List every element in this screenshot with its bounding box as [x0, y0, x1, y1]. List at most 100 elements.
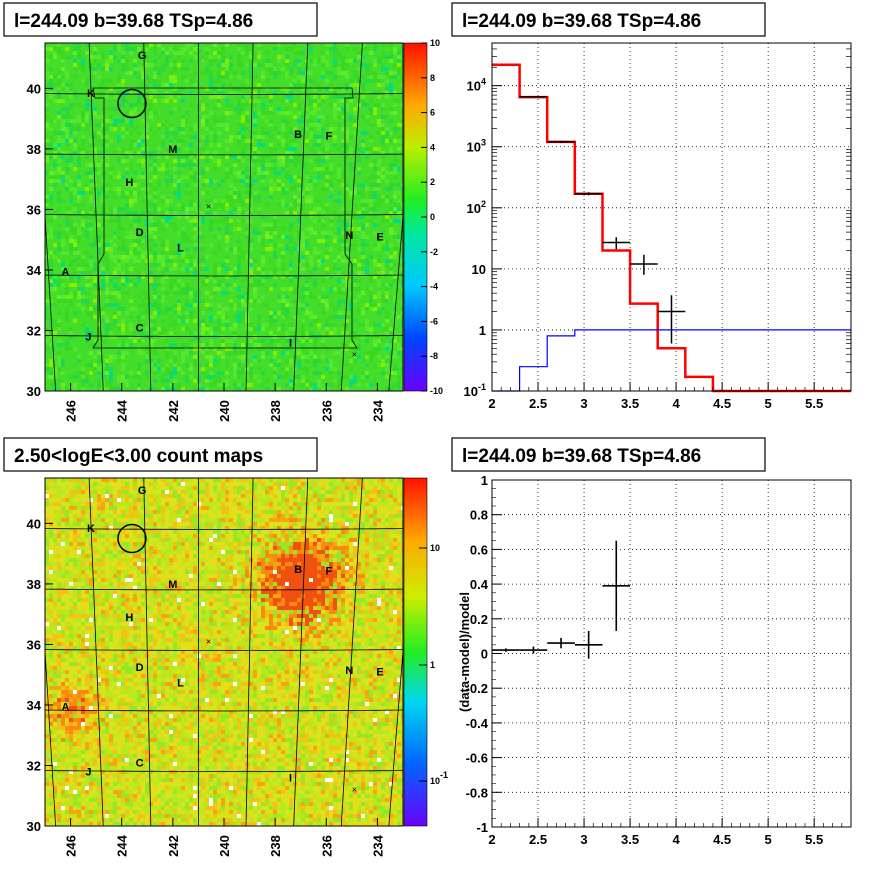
map-pixel: [401, 311, 403, 315]
map-pixel: [213, 87, 217, 91]
map-pixel: [65, 542, 69, 546]
map-pixel: [245, 199, 249, 203]
map-pixel: [281, 315, 285, 319]
map-pixel: [281, 375, 285, 379]
map-pixel: [265, 131, 269, 135]
map-pixel: [81, 622, 85, 626]
map-pixel: [209, 327, 213, 331]
map-pixel: [129, 215, 133, 219]
map-pixel: [49, 570, 53, 574]
map-pixel: [89, 363, 93, 367]
map-pixel: [53, 766, 57, 770]
map-pixel: [73, 598, 77, 602]
map-pixel: [197, 235, 201, 239]
map-pixel: [385, 283, 389, 287]
map-pixel: [49, 271, 53, 275]
map-pixel: [289, 327, 293, 331]
map-pixel: [373, 47, 377, 51]
map-pixel: [245, 139, 249, 143]
y-tick-label: 38: [27, 142, 41, 157]
map-pixel: [329, 183, 333, 187]
map-pixel: [57, 638, 61, 642]
map-pixel: [381, 299, 385, 303]
map-pixel: [257, 135, 261, 139]
map-pixel: [353, 319, 357, 323]
map-pixel: [53, 586, 57, 590]
map-pixel: [237, 143, 241, 147]
map-pixel: [137, 95, 141, 99]
map-pixel: [85, 806, 89, 810]
map-pixel: [45, 75, 49, 79]
map-pixel: [345, 75, 349, 79]
map-pixel: [225, 283, 229, 287]
map-pixel: [45, 742, 49, 746]
map-pixel: [57, 502, 61, 506]
map-pixel: [101, 51, 105, 55]
map-pixel: [169, 251, 173, 255]
map-pixel: [69, 570, 73, 574]
map-pixel: [73, 167, 77, 171]
map-pixel: [141, 103, 145, 107]
map-pixel: [165, 155, 169, 159]
map-pixel: [81, 666, 85, 670]
map-pixel: [89, 59, 93, 63]
map-pixel: [81, 211, 85, 215]
map-pixel: [121, 339, 125, 343]
map-pixel: [57, 498, 61, 502]
map-pixel: [105, 303, 109, 307]
map-pixel: [85, 510, 89, 514]
map-pixel: [209, 95, 213, 99]
roi-outline: [92, 87, 358, 349]
map-pixel: [101, 203, 105, 207]
map-pixel: [65, 107, 69, 111]
map-pixel: [285, 143, 289, 147]
map-pixel: [345, 319, 349, 323]
map-pixel: [269, 143, 273, 147]
map-pixel: [93, 514, 97, 518]
map-pixel: [77, 486, 81, 490]
map-pixel: [345, 259, 349, 263]
map-pixel: [341, 375, 345, 379]
map-pixel: [397, 219, 401, 223]
map-pixel: [61, 486, 65, 490]
map-pixel: [333, 143, 337, 147]
map-pixel: [121, 59, 125, 63]
map-pixel: [369, 279, 373, 283]
map-pixel: [337, 255, 341, 259]
map-pixel: [73, 486, 77, 490]
map-pixel: [169, 307, 173, 311]
map-pixel: [345, 247, 349, 251]
map-pixel: [217, 303, 221, 307]
map-pixel: [61, 67, 65, 71]
map-pixel: [297, 107, 301, 111]
map-pixel: [125, 251, 129, 255]
map-pixel: [181, 319, 185, 323]
map-pixel: [49, 614, 53, 618]
map-pixel: [65, 710, 69, 714]
map-pixel: [281, 299, 285, 303]
map-pixel: [77, 662, 81, 666]
map-pixel: [197, 219, 201, 223]
map-pixel: [117, 147, 121, 151]
map-pixel: [285, 311, 289, 315]
map-pixel: [45, 730, 49, 734]
map-pixel: [197, 335, 201, 339]
map-pixel: [69, 578, 73, 582]
map-pixel: [117, 79, 121, 83]
map-pixel: [49, 514, 53, 518]
map-pixel: [137, 295, 141, 299]
map-pixel: [361, 359, 365, 363]
map-pixel: [325, 235, 329, 239]
map-pixel: [81, 143, 85, 147]
map-pixel: [117, 255, 121, 259]
source-label: J: [85, 332, 91, 344]
map-pixel: [381, 43, 385, 47]
map-pixel: [121, 147, 125, 151]
map-pixel: [353, 107, 357, 111]
map-pixel: [349, 315, 353, 319]
map-pixel: [345, 343, 349, 347]
map-pixel: [45, 626, 49, 630]
map-pixel: [349, 195, 353, 199]
map-pixel: [197, 103, 201, 107]
map-pixel: [149, 63, 153, 67]
